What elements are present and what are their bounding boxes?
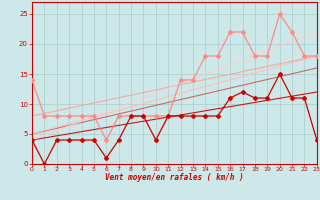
X-axis label: Vent moyen/en rafales ( km/h ): Vent moyen/en rafales ( km/h ) <box>105 173 244 182</box>
